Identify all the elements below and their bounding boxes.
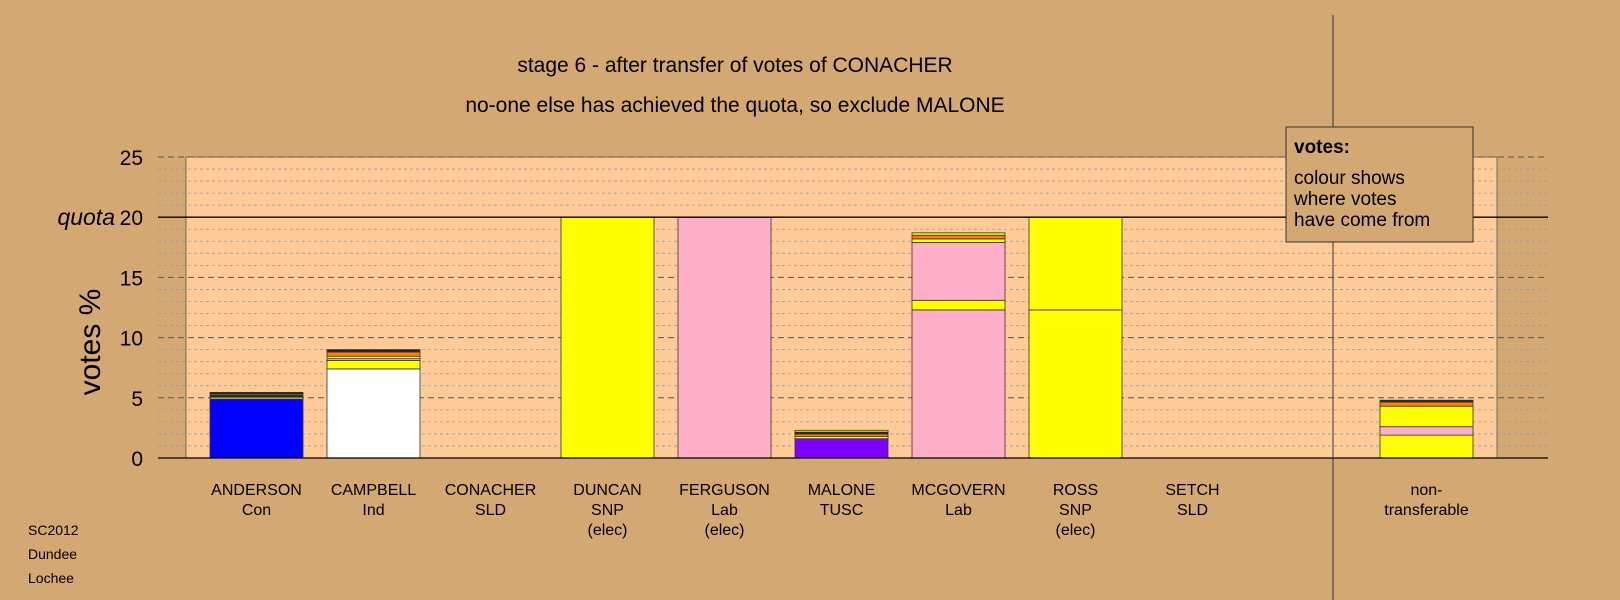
gridlines [158, 156, 1548, 447]
x-tick-label: DUNCAN [573, 482, 641, 499]
y-axis-label: votes % [74, 289, 107, 396]
x-tick-label: CONACHER [445, 482, 537, 499]
bar-segment [1379, 401, 1474, 407]
bar-ross [1028, 216, 1123, 459]
bar-segment [911, 309, 1006, 459]
x-tick-label: MALONE [808, 482, 876, 499]
y-tick-label: 5 [131, 388, 143, 411]
chart-title: stage 6 - after transfer of votes of CON… [517, 54, 952, 77]
bar-segment [326, 360, 421, 370]
legend-frame [1285, 126, 1474, 243]
legend-box: votes: colour shows where votes have com… [1285, 126, 1474, 243]
bar-segment [794, 438, 889, 459]
bar-segment [1379, 426, 1474, 436]
y-tick-label: 25 [120, 147, 143, 170]
bar-segment [326, 349, 421, 353]
y-tick-label: 0 [131, 448, 143, 471]
bar-segment [209, 398, 304, 459]
bar-segment [677, 216, 772, 459]
x-tick-label: (elec) [1055, 522, 1095, 539]
x-tick-label: SNP [1059, 502, 1092, 519]
bar-segment [1379, 405, 1474, 428]
bar-segment [1379, 434, 1474, 459]
bar-segment [209, 391, 304, 395]
chart-subtitle: no-one else has achieved the quota, so e… [465, 94, 1004, 117]
legend-heading: votes: [1294, 137, 1350, 158]
x-tick-label: Lab [711, 502, 738, 519]
y-tick-label: 15 [120, 267, 143, 290]
x-tick-label: non- [1410, 482, 1442, 499]
x-tick-label: SNP [591, 502, 624, 519]
bar-segment [326, 351, 421, 357]
bar-segment [911, 234, 1006, 240]
y-tick-label: 20 [120, 207, 143, 230]
x-tick-label: SETCH [1165, 482, 1219, 499]
bar-non [1379, 399, 1474, 459]
legend-line-2: where votes [1293, 189, 1396, 210]
x-tick-label: (elec) [704, 522, 744, 539]
x-tick-label: ANDERSON [211, 482, 302, 499]
y-tick-label: 10 [120, 328, 143, 351]
x-tick-label: (elec) [587, 522, 627, 539]
bars [209, 216, 1474, 459]
x-tick-label: Lab [945, 502, 972, 519]
x-tick-label: transferable [1384, 502, 1469, 519]
x-tick-label: CAMPBELL [331, 482, 416, 499]
legend-line-1: colour shows [1294, 168, 1405, 189]
x-tick-labels: ANDERSON Con CAMPBELL Ind CONACHER SLD DUNCAN S… [211, 482, 1469, 539]
bar-segment [794, 429, 889, 433]
quota-label: quota [57, 204, 115, 230]
legend-line-3: have come from [1294, 210, 1430, 231]
x-tick-label: MCGOVERN [911, 482, 1005, 499]
x-tick-label: Ind [362, 502, 384, 519]
x-tick-label: FERGUSON [679, 482, 770, 499]
x-tick-label: ROSS [1053, 482, 1098, 499]
bar-segment [1028, 309, 1123, 459]
bar-segment [911, 242, 1006, 301]
bar-anderson [209, 391, 304, 459]
source-line-3: Lochee [28, 570, 74, 586]
bar-segment [911, 232, 1006, 236]
bar-malone [794, 429, 889, 459]
x-tick-label: Con [242, 502, 271, 519]
source-line-1: SC2012 [28, 522, 79, 538]
x-tick-label: SLD [475, 502, 506, 519]
bar-segment [911, 238, 1006, 243]
bar-segment [326, 368, 421, 459]
bar-mcgovern [911, 232, 1006, 459]
bar-segment [1028, 216, 1123, 311]
x-tick-label: TUSC [820, 502, 864, 519]
bar-campbell [326, 349, 421, 459]
bar-ferguson [677, 216, 772, 459]
x-tick-label: SLD [1177, 502, 1208, 519]
bar-segment [560, 216, 655, 459]
bar-segment [1379, 399, 1474, 403]
source-line-2: Dundee [28, 546, 77, 562]
bar-duncan [560, 216, 655, 459]
y-tick-labels: 0 5 10 15 20 25 [120, 147, 143, 471]
bar-segment [911, 299, 1006, 311]
